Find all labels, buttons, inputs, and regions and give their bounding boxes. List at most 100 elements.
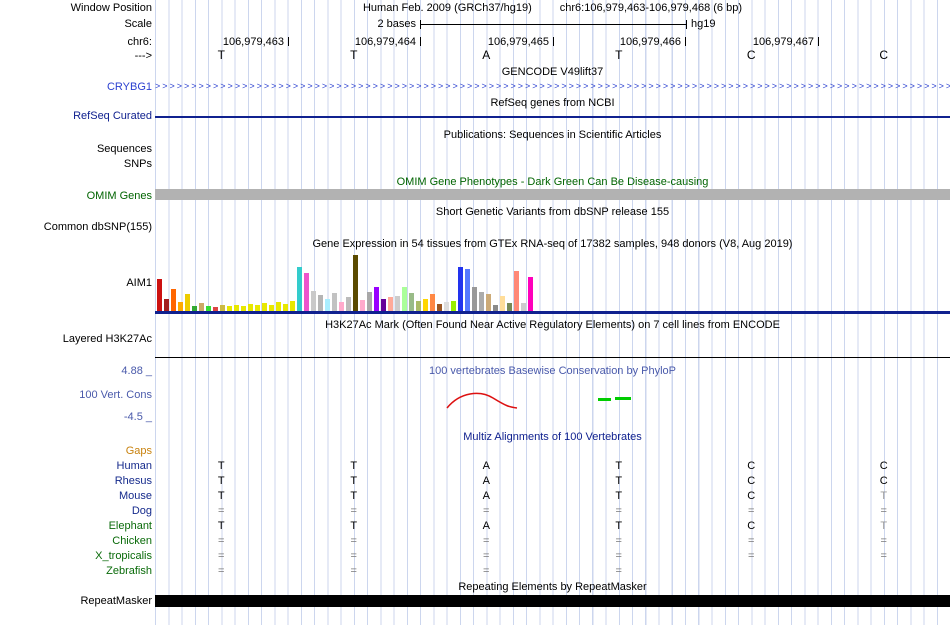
alignment-base: =	[483, 550, 490, 562]
species-label-rhesus[interactable]: Rhesus	[114, 475, 152, 487]
scale-label: Scale	[124, 18, 152, 30]
gtex-tissue-bar	[241, 306, 246, 311]
layered-h3k27ac-label[interactable]: Layered H3K27Ac	[62, 333, 152, 345]
gtex-tissue-bar	[416, 301, 421, 311]
alignment-base: T	[350, 490, 358, 502]
gtex-tissue-bar	[283, 304, 288, 311]
gtex-tissue-bar	[493, 305, 498, 311]
gtex-tissue-bar	[255, 305, 260, 311]
alignment-base: T	[615, 475, 623, 487]
ruler-tick	[553, 37, 554, 46]
gtex-tissue-bar	[192, 306, 197, 311]
gtex-tissue-bar	[164, 299, 169, 311]
gtex-tissue-bar	[402, 287, 407, 311]
multiz-track-title: Multiz Alignments of 100 Vertebrates	[463, 431, 642, 443]
repeatmasker-label[interactable]: RepeatMasker	[80, 595, 152, 607]
alignment-base: =	[350, 565, 357, 577]
gtex-tissue-bar	[276, 302, 281, 311]
alignment-base: =	[615, 550, 622, 562]
alignment-base: =	[350, 550, 357, 562]
gtex-tissue-bar	[409, 293, 414, 311]
vert-cons-label[interactable]: 100 Vert. Cons	[79, 389, 152, 401]
alignment-base: C	[879, 475, 888, 487]
alignment-base: T	[217, 490, 225, 502]
repeatmasker-element-bar[interactable]	[155, 595, 950, 607]
repeatmasker-track-title: Repeating Elements by RepeatMasker	[458, 581, 647, 593]
gene-direction-arrows[interactable]: >>>>>>>>>>>>>>>>>>>>>>>>>>>>>>>>>>>>>>>>…	[155, 81, 950, 91]
ruler-tick	[288, 37, 289, 46]
gtex-tissue-bar	[318, 295, 323, 311]
sequences-label[interactable]: Sequences	[96, 143, 152, 155]
alignment-base: =	[880, 550, 887, 562]
omim-genes-label[interactable]: OMIM Genes	[86, 190, 152, 202]
alignment-base: T	[350, 520, 358, 532]
conservation-max-value: 4.88 _	[121, 365, 152, 377]
reference-base: C	[879, 48, 889, 62]
gtex-tissue-bar	[262, 303, 267, 311]
conservation-track-title: 100 vertebrates Basewise Conservation by…	[428, 365, 677, 377]
alignment-base: =	[880, 505, 887, 517]
gene-label-crybg1[interactable]: CRYBG1	[106, 81, 152, 93]
species-label-x_tropicalis[interactable]: X_tropicalis	[95, 550, 152, 562]
gtex-tissue-bar	[248, 304, 253, 311]
ruler-coordinate: 106,979,466	[619, 36, 681, 48]
gtex-tissue-bar	[507, 303, 512, 311]
scale-bar	[420, 20, 687, 29]
alignment-base: =	[615, 505, 622, 517]
common-dbsnp-label[interactable]: Common dbSNP(155)	[43, 221, 152, 233]
alignment-base: T	[217, 460, 225, 472]
gtex-tissue-bar	[339, 302, 344, 311]
gtex-tissue-bar	[451, 301, 456, 311]
ruler-tick	[818, 37, 819, 46]
strand-direction-label: --->	[134, 50, 152, 62]
species-label-zebrafish[interactable]: Zebrafish	[106, 565, 152, 577]
snps-label[interactable]: SNPs	[123, 158, 152, 170]
gtex-tissue-bar	[325, 299, 330, 311]
gtex-tissue-bar	[304, 273, 309, 311]
ruler-coordinate: 106,979,467	[752, 36, 814, 48]
reference-base: T	[615, 48, 623, 62]
alignment-base: T	[615, 460, 623, 472]
species-label-chicken[interactable]: Chicken	[112, 535, 152, 547]
omim-gene-bar[interactable]	[155, 189, 950, 200]
species-label-human[interactable]: Human	[116, 460, 152, 472]
species-label-elephant[interactable]: Elephant	[108, 520, 152, 532]
gtex-tissue-bar	[269, 305, 274, 311]
alignment-base: A	[482, 520, 490, 532]
alignment-base: =	[483, 535, 490, 547]
gtex-tissue-bar	[500, 296, 505, 311]
gtex-tissue-bar	[514, 271, 519, 311]
species-label-dog[interactable]: Dog	[131, 505, 152, 517]
alignment-base: A	[482, 475, 490, 487]
alignment-base: =	[218, 565, 225, 577]
gtex-tissue-bar	[437, 304, 442, 311]
alignment-base: =	[748, 550, 755, 562]
gtex-tissue-bar	[521, 303, 526, 311]
gtex-gene-label-aim1[interactable]: AIM1	[126, 277, 152, 289]
publications-track-title: Publications: Sequences in Scientific Ar…	[443, 129, 662, 141]
refseq-gene-bar[interactable]	[155, 116, 950, 118]
phylop-negative-curve	[446, 392, 518, 409]
ruler-tick	[420, 37, 421, 46]
gtex-gene-model-bar[interactable]	[155, 311, 950, 314]
refseq-curated-label[interactable]: RefSeq Curated	[73, 110, 152, 122]
gtex-tissue-bar	[185, 294, 190, 311]
h3k27ac-baseline[interactable]	[155, 357, 950, 358]
gtex-track-title: Gene Expression in 54 tissues from GTEx …	[312, 238, 793, 250]
alignment-base: C	[747, 475, 756, 487]
gencode-track-title: GENCODE V49lift37	[501, 66, 604, 78]
alignment-base: =	[748, 505, 755, 517]
species-label-mouse[interactable]: Mouse	[118, 490, 152, 502]
gtex-tissue-bar	[220, 305, 225, 311]
gtex-tissue-bar	[388, 297, 393, 311]
alignment-base: T	[880, 490, 888, 502]
reference-base: C	[746, 48, 756, 62]
conservation-signal[interactable]	[155, 383, 950, 413]
alignment-base: C	[747, 490, 756, 502]
gtex-tissue-bar	[297, 267, 302, 311]
gtex-tissue-bar	[311, 291, 316, 311]
species-label-gaps[interactable]: Gaps	[125, 445, 152, 457]
window-position-label: Window Position	[70, 2, 152, 14]
window-position-title: Human Feb. 2009 (GRCh37/hg19) chr6:106,9…	[155, 2, 950, 15]
